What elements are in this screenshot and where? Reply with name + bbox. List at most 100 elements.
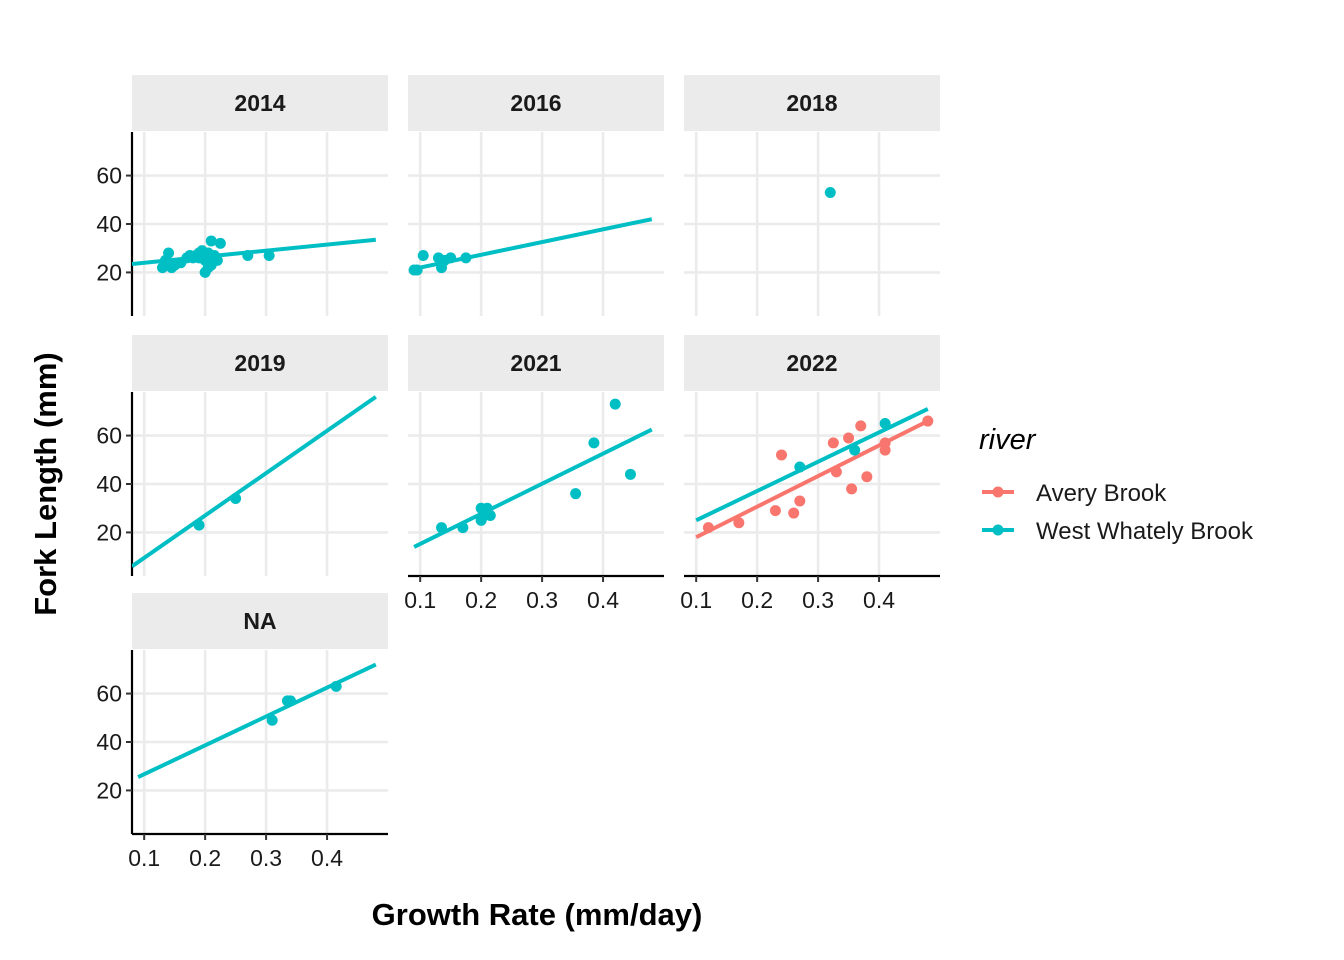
facet-panel-2016: 2016 [408, 75, 664, 316]
panel-data [413, 398, 653, 549]
x-tick-label: 0.3 [802, 587, 834, 613]
data-point [794, 461, 806, 473]
x-tick-label: 0.2 [189, 845, 221, 871]
facet-strip [408, 335, 664, 391]
data-point [284, 695, 296, 707]
facet-strip-label: 2019 [234, 350, 285, 376]
facet-strip [684, 75, 940, 131]
data-point [846, 483, 858, 495]
y-tick-label: 20 [96, 259, 122, 285]
x-tick-label: 0.3 [526, 587, 558, 613]
y-tick-label: 20 [96, 519, 122, 545]
facet-strip [132, 75, 388, 131]
data-point [411, 264, 423, 276]
data-point [776, 449, 788, 461]
data-point [861, 471, 873, 483]
x-tick-label: 0.4 [587, 587, 619, 613]
data-point [624, 468, 636, 480]
data-point [193, 519, 205, 531]
data-point [230, 493, 242, 505]
data-point [788, 507, 800, 519]
facet-strip-label: 2018 [786, 90, 837, 116]
legend-label: Avery Brook [1036, 480, 1167, 507]
data-point [436, 522, 448, 534]
y-tick-label: 40 [96, 211, 122, 237]
data-point [211, 254, 223, 266]
data-point [242, 249, 254, 261]
facet-strip [684, 335, 940, 391]
data-point [794, 495, 806, 507]
data-point [843, 432, 855, 444]
x-axis-title: Growth Rate (mm/day) [372, 897, 703, 932]
x-tick-label: 0.2 [465, 587, 497, 613]
data-point [570, 488, 582, 500]
y-tick-label: 60 [96, 423, 122, 449]
y-tick-label: 60 [96, 681, 122, 707]
data-point [879, 437, 891, 449]
x-tick-label: 0.1 [128, 845, 160, 871]
panel-data [132, 395, 377, 568]
data-point [849, 444, 861, 456]
x-tick-label: 0.2 [741, 587, 773, 613]
y-tick-label: 20 [96, 777, 122, 803]
facet-strip [132, 593, 388, 649]
facet-strip-label: 2014 [234, 90, 285, 116]
facet-strip [408, 75, 664, 131]
data-point [855, 420, 867, 432]
y-tick-label: 60 [96, 163, 122, 189]
x-tick-label: 0.1 [680, 587, 712, 613]
facet-strip-label: NA [243, 608, 276, 634]
data-point [205, 235, 217, 247]
fit-line [413, 427, 653, 549]
data-point [163, 247, 175, 259]
fit-line [132, 395, 377, 568]
data-point [830, 466, 842, 478]
legend-label: West Whately Brook [1036, 518, 1254, 545]
x-tick-label: 0.4 [863, 587, 895, 613]
legend: river Avery Brook West Whately Brook [979, 424, 1254, 545]
data-point [214, 237, 226, 249]
data-point [445, 252, 457, 264]
facet-panel-na: NA 20 40 60 0.1 0.2 0.3 0.4 [96, 593, 388, 871]
y-tick-label: 40 [96, 471, 122, 497]
panel-data [132, 235, 377, 278]
data-point [879, 417, 891, 429]
data-point [922, 415, 934, 427]
x-tick-label: 0.3 [250, 845, 282, 871]
legend-title: river [979, 424, 1037, 456]
panel-data [137, 662, 377, 779]
facet-panel-2022: 2022 0.1 0.2 0.3 0.4 [680, 335, 940, 613]
data-point [330, 680, 342, 692]
data-point [417, 249, 429, 261]
panel-data [695, 407, 934, 540]
facet-panel-2019: 2019 20 40 60 [96, 335, 388, 576]
fit-line [137, 662, 377, 779]
facet-strip [132, 335, 388, 391]
data-point [263, 249, 275, 261]
legend-key-point [992, 486, 1004, 498]
panel-data [824, 187, 836, 199]
legend-key-point [992, 524, 1004, 536]
data-point [484, 509, 496, 521]
y-tick-label: 40 [96, 729, 122, 755]
data-point [609, 398, 621, 410]
data-point [702, 522, 714, 534]
facet-strip-label: 2021 [510, 350, 561, 376]
facet-panels: 2014 20 40 60 2016 2018 2019 20 40 60 2021 0.1 0.2 0.… [96, 75, 940, 871]
data-point [588, 437, 600, 449]
data-point [266, 714, 278, 726]
data-point [827, 437, 839, 449]
legend-item: Avery Brook [982, 480, 1167, 507]
facet-panel-2018: 2018 [684, 75, 940, 316]
panel-data [408, 217, 653, 276]
data-point [460, 252, 472, 264]
legend-items: Avery Brook West Whately Brook [982, 480, 1254, 545]
data-point [769, 505, 781, 517]
facet-strip-label: 2022 [786, 350, 837, 376]
facet-panel-2021: 2021 0.1 0.2 0.3 0.4 [404, 335, 664, 613]
fit-line [695, 407, 929, 523]
fit-line [695, 419, 929, 540]
facet-strip-label: 2016 [510, 90, 561, 116]
facet-panel-2014: 2014 20 40 60 [96, 75, 388, 316]
